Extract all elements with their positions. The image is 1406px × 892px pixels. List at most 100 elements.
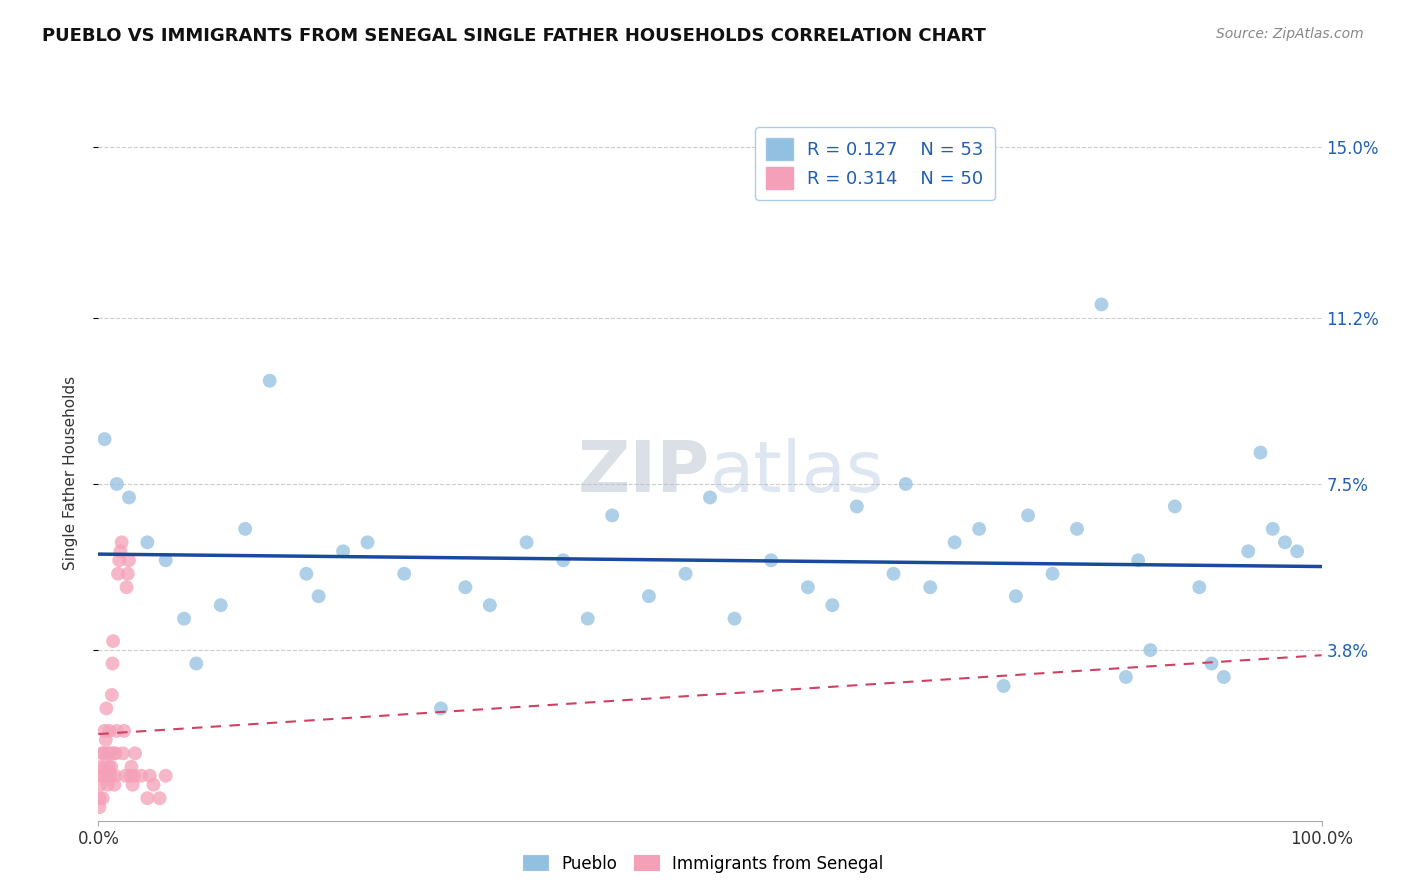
Point [723,612,745,626]
Point [638,589,661,603]
Point [104,747,127,761]
Point [104,769,127,783]
Point [1017,508,1039,523]
Point [89,791,111,805]
Point [392,566,416,581]
Point [155,769,177,783]
Point [98,723,121,738]
Point [186,657,208,671]
Point [100,769,122,783]
Point [90,769,112,783]
Point [103,747,125,761]
Point [120,769,142,783]
Point [111,747,134,761]
Point [91,791,114,805]
Point [1286,544,1309,558]
Point [149,791,172,805]
Point [89,800,111,814]
Point [139,769,162,783]
Point [90,760,112,774]
Text: ZIP: ZIP [578,438,710,508]
Point [91,769,114,783]
Point [993,679,1015,693]
Point [1128,553,1150,567]
Point [136,791,159,805]
Point [1212,670,1234,684]
Point [105,477,128,491]
Point [259,374,281,388]
Point [821,598,844,612]
Point [967,522,990,536]
Point [600,508,623,523]
Point [93,723,115,738]
Point [103,778,125,792]
Y-axis label: Single Father Households: Single Father Households [63,376,77,570]
Point [155,553,177,567]
Point [118,491,141,505]
Point [1237,544,1260,558]
Point [98,747,121,761]
Text: atlas: atlas [710,438,884,508]
Point [136,535,159,549]
Point [122,769,145,783]
Point [91,747,114,761]
Point [100,760,122,774]
Point [114,769,136,783]
Point [478,598,501,612]
Point [332,544,354,558]
Point [883,566,905,581]
Point [142,778,165,792]
Point [894,477,917,491]
Point [173,612,195,626]
Point [797,580,820,594]
Point [124,747,146,761]
Point [1188,580,1211,594]
Point [93,432,115,446]
Point [115,580,138,594]
Point [121,778,143,792]
Point [117,566,139,581]
Point [1164,500,1187,514]
Point [553,553,575,567]
Point [96,769,118,783]
Point [1004,589,1026,603]
Point [89,778,111,792]
Point [101,688,124,702]
Legend: Pueblo, Immigrants from Senegal: Pueblo, Immigrants from Senegal [516,848,890,880]
Point [129,769,152,783]
Point [1066,522,1088,536]
Point [454,580,477,594]
Point [110,544,132,558]
Point [97,778,120,792]
Point [107,566,129,581]
Point [920,580,942,594]
Text: Source: ZipAtlas.com: Source: ZipAtlas.com [1216,27,1364,41]
Point [308,589,330,603]
Point [356,535,378,549]
Point [1115,670,1137,684]
Point [94,732,117,747]
Point [93,747,115,761]
Point [97,747,120,761]
Point [576,612,599,626]
Point [1250,445,1272,459]
Point [699,491,721,505]
Point [101,634,124,648]
Point [118,553,141,567]
Point [1261,522,1284,536]
Point [295,566,318,581]
Point [108,553,131,567]
Point [120,760,142,774]
Point [943,535,966,549]
Point [1201,657,1223,671]
Point [97,760,120,774]
Point [1274,535,1296,549]
Point [105,723,128,738]
Legend: R = 0.127    N = 53, R = 0.314    N = 50: R = 0.127 N = 53, R = 0.314 N = 50 [755,127,994,200]
Point [1139,643,1161,657]
Point [845,500,868,514]
Point [209,598,232,612]
Text: PUEBLO VS IMMIGRANTS FROM SENEGAL SINGLE FATHER HOUSEHOLDS CORRELATION CHART: PUEBLO VS IMMIGRANTS FROM SENEGAL SINGLE… [42,27,986,45]
Point [675,566,697,581]
Point [111,535,134,549]
